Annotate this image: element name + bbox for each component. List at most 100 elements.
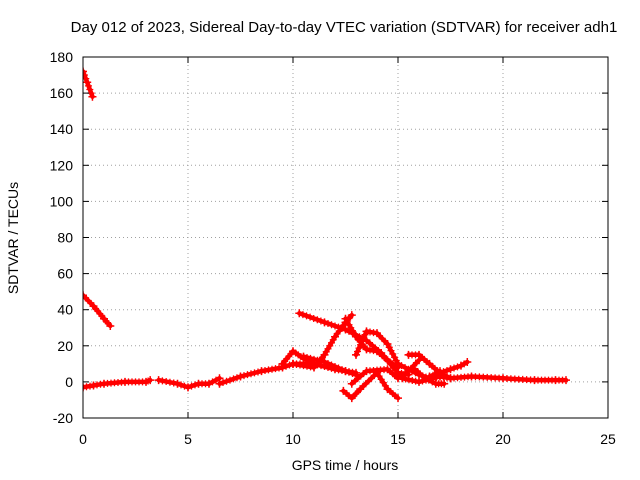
data-point <box>254 368 262 376</box>
data-point <box>121 377 129 386</box>
data-point <box>106 321 115 330</box>
data-series <box>83 67 570 403</box>
data-point <box>425 359 434 368</box>
data-point <box>383 385 392 394</box>
data-point <box>457 361 465 370</box>
data-point <box>83 67 87 76</box>
y-tick-label: 0 <box>65 374 73 390</box>
data-point <box>562 376 570 385</box>
data-point <box>338 324 346 332</box>
grid-lines <box>83 57 608 418</box>
data-point <box>450 364 458 372</box>
y-tick-label: 100 <box>50 193 74 209</box>
data-point <box>194 379 203 388</box>
y-tick-label: 140 <box>50 121 74 137</box>
data-point <box>347 394 356 403</box>
y-tick-label: -20 <box>53 410 73 426</box>
data-point <box>320 318 329 327</box>
data-point <box>405 376 413 384</box>
data-point <box>188 382 195 390</box>
series-arc-4 <box>154 374 224 392</box>
data-point <box>162 378 170 386</box>
series-arc-9 <box>299 352 360 379</box>
y-tick-label: 80 <box>57 230 73 246</box>
data-point <box>324 360 332 368</box>
data-point <box>191 381 199 389</box>
data-point <box>357 341 364 349</box>
data-point <box>205 379 213 388</box>
data-point <box>341 367 350 376</box>
data-point <box>310 314 318 322</box>
data-point <box>446 365 455 374</box>
data-point <box>295 309 304 318</box>
data-point <box>317 357 325 365</box>
data-point <box>328 361 335 369</box>
data-point <box>373 347 381 356</box>
data-point <box>233 374 241 382</box>
data-point <box>408 376 416 384</box>
data-point <box>83 383 87 392</box>
data-point <box>278 359 287 368</box>
data-point <box>383 339 392 348</box>
data-point <box>223 377 230 385</box>
data-point <box>331 363 339 371</box>
data-point <box>215 379 224 388</box>
data-point <box>257 367 266 376</box>
data-point <box>317 317 325 325</box>
data-point <box>289 347 297 356</box>
data-point <box>415 377 423 386</box>
data-point <box>146 376 155 385</box>
data-point <box>310 363 318 372</box>
series-arc-1 <box>83 67 97 101</box>
data-point <box>86 85 94 93</box>
data-point <box>463 358 472 367</box>
data-point <box>355 344 363 352</box>
data-point <box>426 375 433 383</box>
y-tick-label: 120 <box>50 157 74 173</box>
data-point <box>303 354 311 362</box>
data-point <box>88 92 97 101</box>
y-tick-label: 60 <box>57 266 73 282</box>
data-point <box>244 371 251 379</box>
data-point <box>356 385 365 394</box>
data-point <box>335 323 342 331</box>
data-point <box>454 363 461 371</box>
data-point <box>83 78 92 87</box>
data-point <box>324 320 332 328</box>
data-point <box>100 379 108 388</box>
data-point <box>530 376 539 385</box>
data-point <box>349 369 356 377</box>
data-point <box>394 359 402 368</box>
data-point <box>184 383 192 392</box>
y-tick-label: 160 <box>50 85 74 101</box>
data-point <box>331 332 339 341</box>
x-tick-label: 10 <box>285 431 301 447</box>
data-point <box>551 376 560 385</box>
data-point <box>345 368 353 376</box>
data-point <box>358 337 366 345</box>
data-point <box>404 350 413 359</box>
x-tick-label: 20 <box>495 431 511 447</box>
x-tick-label: 25 <box>600 431 616 447</box>
data-point <box>341 314 350 323</box>
data-point <box>362 367 371 376</box>
data-point <box>352 350 360 359</box>
data-point <box>433 373 440 381</box>
data-point <box>251 369 258 377</box>
data-point <box>347 379 356 388</box>
data-point <box>467 372 476 381</box>
data-point <box>166 378 174 386</box>
data-point <box>173 379 182 388</box>
data-point <box>83 71 88 79</box>
x-axis-label: GPS time / hours <box>292 457 399 473</box>
data-point <box>436 372 444 381</box>
y-tick-label: 180 <box>50 49 74 65</box>
data-point <box>354 347 361 355</box>
y-tick-label: 40 <box>57 302 73 318</box>
data-point <box>85 82 93 90</box>
data-point <box>415 350 423 359</box>
data-point <box>360 334 367 342</box>
data-point <box>299 311 307 319</box>
data-point <box>307 354 314 362</box>
data-point <box>230 375 237 383</box>
